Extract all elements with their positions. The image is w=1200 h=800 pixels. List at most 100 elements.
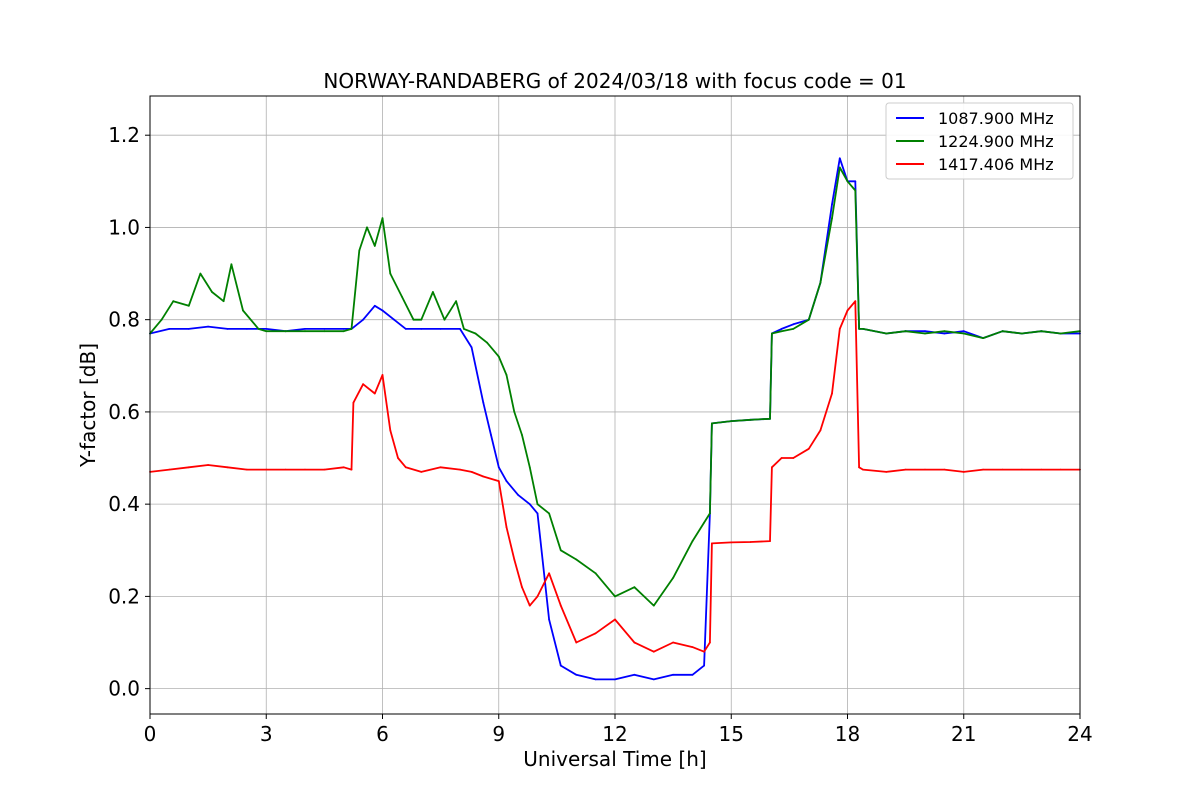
data-point <box>304 328 306 330</box>
data-point <box>342 328 345 330</box>
data-point <box>819 281 822 284</box>
data-point <box>284 468 287 471</box>
data-point <box>711 422 713 425</box>
data-point <box>497 466 500 469</box>
x-tick-label: 6 <box>376 722 389 746</box>
y-tick-label: 1.0 <box>108 215 140 239</box>
data-point <box>304 468 306 471</box>
data-point <box>350 468 353 471</box>
chart-title: NORWAY-RANDABERG of 2024/03/18 with focu… <box>323 69 906 93</box>
data-point <box>633 586 636 589</box>
data-point <box>691 646 694 648</box>
data-point <box>846 309 849 312</box>
data-point <box>226 328 229 330</box>
data-point <box>548 618 550 621</box>
data-point <box>168 468 171 471</box>
data-point <box>854 189 857 192</box>
data-point <box>807 447 810 450</box>
data-point <box>187 328 190 330</box>
data-point <box>397 457 399 459</box>
data-point <box>230 263 233 266</box>
data-point <box>536 512 539 515</box>
data-point <box>350 328 353 330</box>
data-point <box>304 330 306 333</box>
data-point <box>265 468 268 471</box>
data-point <box>594 572 597 575</box>
data-point <box>943 332 946 335</box>
data-point <box>594 678 597 681</box>
data-point <box>482 401 485 404</box>
data-point <box>819 429 822 432</box>
data-point <box>389 272 392 275</box>
data-point <box>528 604 531 607</box>
data-point <box>614 678 616 681</box>
data-point <box>691 540 694 542</box>
data-point <box>854 180 857 183</box>
data-point <box>1021 332 1023 335</box>
data-point <box>490 434 492 436</box>
data-point <box>780 328 783 330</box>
data-point <box>474 332 477 335</box>
data-point <box>771 466 773 469</box>
x-tick-label: 15 <box>719 722 744 746</box>
data-point <box>614 595 616 598</box>
data-point <box>559 604 562 607</box>
data-point <box>943 330 946 333</box>
data-point <box>257 328 260 330</box>
data-point <box>858 466 860 469</box>
data-point <box>703 521 705 524</box>
data-point <box>703 650 705 653</box>
data-point <box>536 595 539 598</box>
data-point <box>904 330 907 333</box>
data-point <box>575 641 578 644</box>
data-point <box>709 512 711 515</box>
data-point <box>652 604 655 607</box>
y-tick-label: 0.4 <box>108 492 140 516</box>
data-point <box>559 549 562 552</box>
data-point <box>1001 468 1004 471</box>
data-point <box>1059 468 1062 471</box>
data-point <box>482 475 485 478</box>
x-axis-label: Universal Time [h] <box>523 747 706 771</box>
data-point <box>323 328 326 330</box>
data-point <box>412 318 415 321</box>
data-point <box>962 471 965 473</box>
data-point <box>885 471 888 473</box>
x-tick-label: 21 <box>951 722 976 746</box>
data-point <box>513 411 516 413</box>
data-point <box>652 650 655 653</box>
data-point <box>521 586 523 589</box>
data-point <box>439 466 442 469</box>
y-tick-label: 0.0 <box>108 677 140 701</box>
data-point <box>1021 468 1023 471</box>
data-point <box>265 330 268 333</box>
data-point <box>284 330 287 333</box>
x-tick-label: 9 <box>492 722 505 746</box>
data-point <box>187 466 190 469</box>
data-point <box>207 325 210 328</box>
data-point <box>652 678 655 681</box>
data-point <box>420 328 423 330</box>
y-tick-label: 1.2 <box>108 123 140 147</box>
data-point <box>358 249 361 252</box>
x-tick-label: 3 <box>260 722 273 746</box>
data-point <box>536 503 539 506</box>
data-point <box>792 457 795 459</box>
x-tick-label: 24 <box>1067 722 1092 746</box>
data-point <box>1040 330 1043 333</box>
data-point <box>463 328 465 330</box>
data-point <box>381 374 384 376</box>
data-point <box>575 558 578 561</box>
legend-label: 1087.900 MHz <box>938 109 1054 128</box>
y-tick-label: 0.8 <box>108 308 140 332</box>
data-point <box>528 466 531 469</box>
data-point <box>962 332 965 335</box>
data-point <box>838 166 841 169</box>
data-point <box>831 392 833 395</box>
legend: 1087.900 MHz 1224.900 MHz 1417.406 MHz <box>885 102 1074 180</box>
data-point <box>982 337 984 339</box>
data-point <box>904 468 907 471</box>
data-point <box>404 466 407 469</box>
data-point <box>246 328 248 330</box>
data-point <box>246 468 248 471</box>
